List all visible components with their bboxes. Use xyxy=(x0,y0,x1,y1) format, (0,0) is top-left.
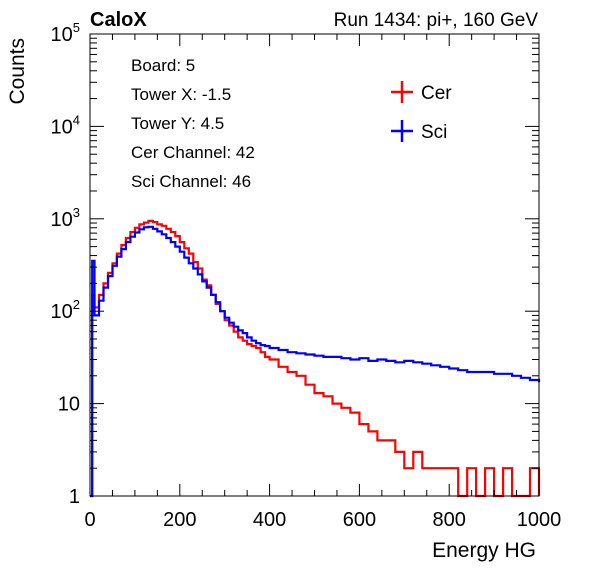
x-axis-title: Energy HG xyxy=(432,539,536,562)
info-box: Board: 5 Tower X: -1.5 Tower Y: 4.5 Cer … xyxy=(131,56,255,191)
legend-label-cer: Cer xyxy=(421,83,452,104)
brand-label: CaloX xyxy=(90,9,147,31)
x-tick-label: 1000 xyxy=(517,509,562,531)
run-info-label: Run 1434: pi+, 160 GeV xyxy=(334,10,539,31)
y-tick-label: 105 xyxy=(51,20,80,46)
y-tick-label: 1 xyxy=(69,486,80,508)
info-tower-y: Tower Y: 4.5 xyxy=(131,114,224,133)
legend-label-sci: Sci xyxy=(421,122,447,143)
info-tower-x: Tower X: -1.5 xyxy=(131,85,231,104)
x-tick-label: 400 xyxy=(253,509,286,531)
x-tick-label: 800 xyxy=(433,509,466,531)
y-tick-label: 104 xyxy=(51,112,80,138)
x-tick-label: 600 xyxy=(343,509,376,531)
x-tick-label: 0 xyxy=(84,509,95,531)
y-tick-label: 10 xyxy=(58,394,80,416)
x-tick-label: 200 xyxy=(163,509,196,531)
info-board: Board: 5 xyxy=(131,56,195,75)
info-sci-channel: Sci Channel: 46 xyxy=(131,172,251,191)
y-tick-label: 103 xyxy=(51,205,80,231)
series-line-sci xyxy=(90,225,541,498)
plot-area xyxy=(90,219,541,498)
legend: Cer Sci xyxy=(391,81,452,143)
x-axis: 0 200 400 600 800 1000 xyxy=(84,34,561,531)
y-axis-title: Counts xyxy=(6,38,29,105)
y-axis: 1 10 102 103 104 105 xyxy=(51,20,539,508)
series-line-cer xyxy=(90,219,541,498)
y-tick-label: 102 xyxy=(51,297,80,323)
info-cer-channel: Cer Channel: 42 xyxy=(131,143,255,162)
